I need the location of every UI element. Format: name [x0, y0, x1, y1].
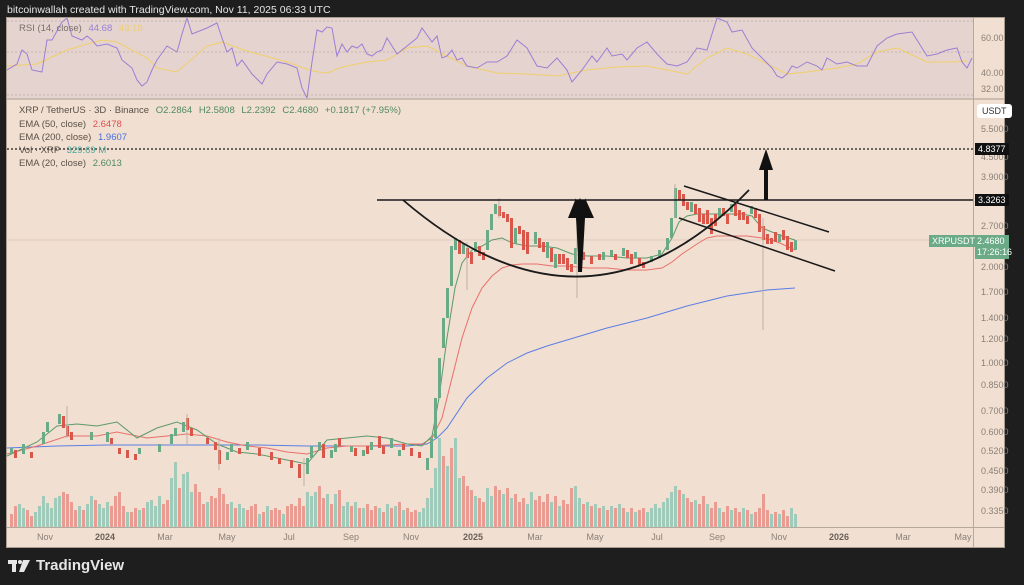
ohlc-close: C2.4680 — [282, 105, 319, 116]
price-tick: 2.0000 — [981, 262, 1009, 272]
bar-countdown: 17:26:16 — [977, 247, 1013, 257]
ema20-legend[interactable]: EMA (20, close) 2.6013 — [19, 158, 122, 169]
price-tick: 1.0000 — [981, 358, 1009, 368]
time-tick: Jul — [651, 532, 663, 542]
rsi-tick-32: 32.00 — [981, 84, 1004, 94]
channel-bottom — [678, 217, 836, 272]
time-tick: Nov — [36, 532, 54, 542]
currency-button[interactable]: USDT — [977, 104, 1012, 118]
current-price: 2.4680 — [977, 236, 1005, 246]
price-tick: 0.6000 — [981, 427, 1009, 437]
price-tick: 0.4500 — [981, 466, 1009, 476]
price-tick: 4.5000 — [981, 152, 1009, 162]
rsi-ma-value: 43.19 — [118, 23, 143, 34]
rsi-plot — [7, 18, 973, 98]
cup-arc — [402, 189, 750, 278]
rsi-tick-60: 60.00 — [981, 33, 1004, 43]
price-plot — [7, 148, 973, 527]
neckline-price-badge: 3.3263 — [975, 194, 1009, 206]
ema20-value: 2.6013 — [92, 158, 122, 169]
target-price-badge: 4.8377 — [975, 143, 1009, 155]
time-tick: Nov — [402, 532, 420, 542]
ohlc-high: H2.5808 — [198, 105, 235, 116]
time-tick: Nov — [770, 532, 788, 542]
ohlc-low: L2.2392 — [241, 105, 276, 116]
time-tick: Mar — [895, 532, 911, 542]
price-tick: 0.3350 — [981, 506, 1009, 516]
time-tick: Mar — [527, 532, 543, 542]
time-tick: Jul — [283, 532, 295, 542]
time-tick: Sep — [342, 532, 360, 542]
rsi-legend[interactable]: RSI (14, close) 44.68 43.19 — [19, 23, 143, 34]
chart-frame: RSI (14, close) 44.68 43.19 60.00 40.00 … — [6, 17, 1012, 548]
rsi-value: 44.68 — [88, 23, 113, 34]
channel-top — [683, 185, 830, 233]
ema200-value: 1.9607 — [97, 132, 128, 143]
ema50-legend[interactable]: EMA (50, close) 2.6478 — [19, 119, 122, 130]
ohlc-open: O2.2864 — [155, 105, 193, 116]
candles — [10, 184, 797, 486]
rsi-pane — [7, 18, 973, 98]
rsi-label: RSI (14, close) — [19, 23, 82, 34]
price-tick: 2.7000 — [981, 221, 1009, 231]
time-tick: 2026 — [828, 532, 850, 542]
ema200-legend[interactable]: EMA (200, close) 1.9607 — [19, 132, 127, 143]
time-tick: Sep — [708, 532, 726, 542]
price-axis[interactable] — [973, 18, 974, 547]
price-tick: 1.4000 — [981, 313, 1009, 323]
pane-separator[interactable] — [7, 98, 1004, 100]
price-tick: 0.3900 — [981, 485, 1009, 495]
time-tick: May — [586, 532, 604, 542]
tradingview-logo[interactable]: TradingView — [8, 557, 124, 574]
volume-bars — [10, 438, 797, 527]
ema20-label: EMA (20, close) — [19, 158, 87, 169]
brand-name: TradingView — [36, 557, 125, 574]
price-tick: 0.8500 — [981, 380, 1009, 390]
watermark-header: bitcoinwallah created with TradingView.c… — [7, 4, 331, 16]
time-tick: May — [218, 532, 236, 542]
symbol-price-tag: XRPUSDT — [929, 235, 979, 247]
time-tick: May — [954, 532, 972, 542]
symbol-title: XRP / TetherUS · 3D · Binance — [19, 105, 150, 116]
current-price-badge: 2.4680 17:26:16 — [975, 235, 1013, 259]
ema50-value: 2.6478 — [92, 119, 122, 130]
price-tick: 3.9000 — [981, 172, 1009, 182]
breakout-arrow — [759, 149, 773, 170]
ema200-label: EMA (200, close) — [19, 132, 92, 143]
price-change: +0.1817 (+7.95%) — [324, 105, 401, 116]
time-tick: Mar — [157, 532, 173, 542]
price-tick: 0.7000 — [981, 406, 1009, 416]
time-tick: 2024 — [94, 532, 116, 542]
volume-value: 329.69 M — [66, 145, 107, 156]
price-tick: 1.7000 — [981, 287, 1009, 297]
tradingview-logo-icon — [8, 559, 30, 572]
price-tick: 5.5000 — [981, 124, 1009, 134]
price-tick: 1.2000 — [981, 334, 1009, 344]
time-tick: 2025 — [462, 532, 484, 542]
time-axis[interactable] — [7, 527, 1004, 528]
ema50-label: EMA (50, close) — [19, 119, 87, 130]
symbol-legend[interactable]: XRP / TetherUS · 3D · Binance O2.2864 H2… — [19, 105, 401, 116]
price-tick: 0.5200 — [981, 446, 1009, 456]
volume-legend[interactable]: Vol · XRP 329.69 M — [19, 145, 106, 156]
volume-label: Vol · XRP — [19, 145, 61, 156]
rsi-tick-40: 40.00 — [981, 68, 1004, 78]
